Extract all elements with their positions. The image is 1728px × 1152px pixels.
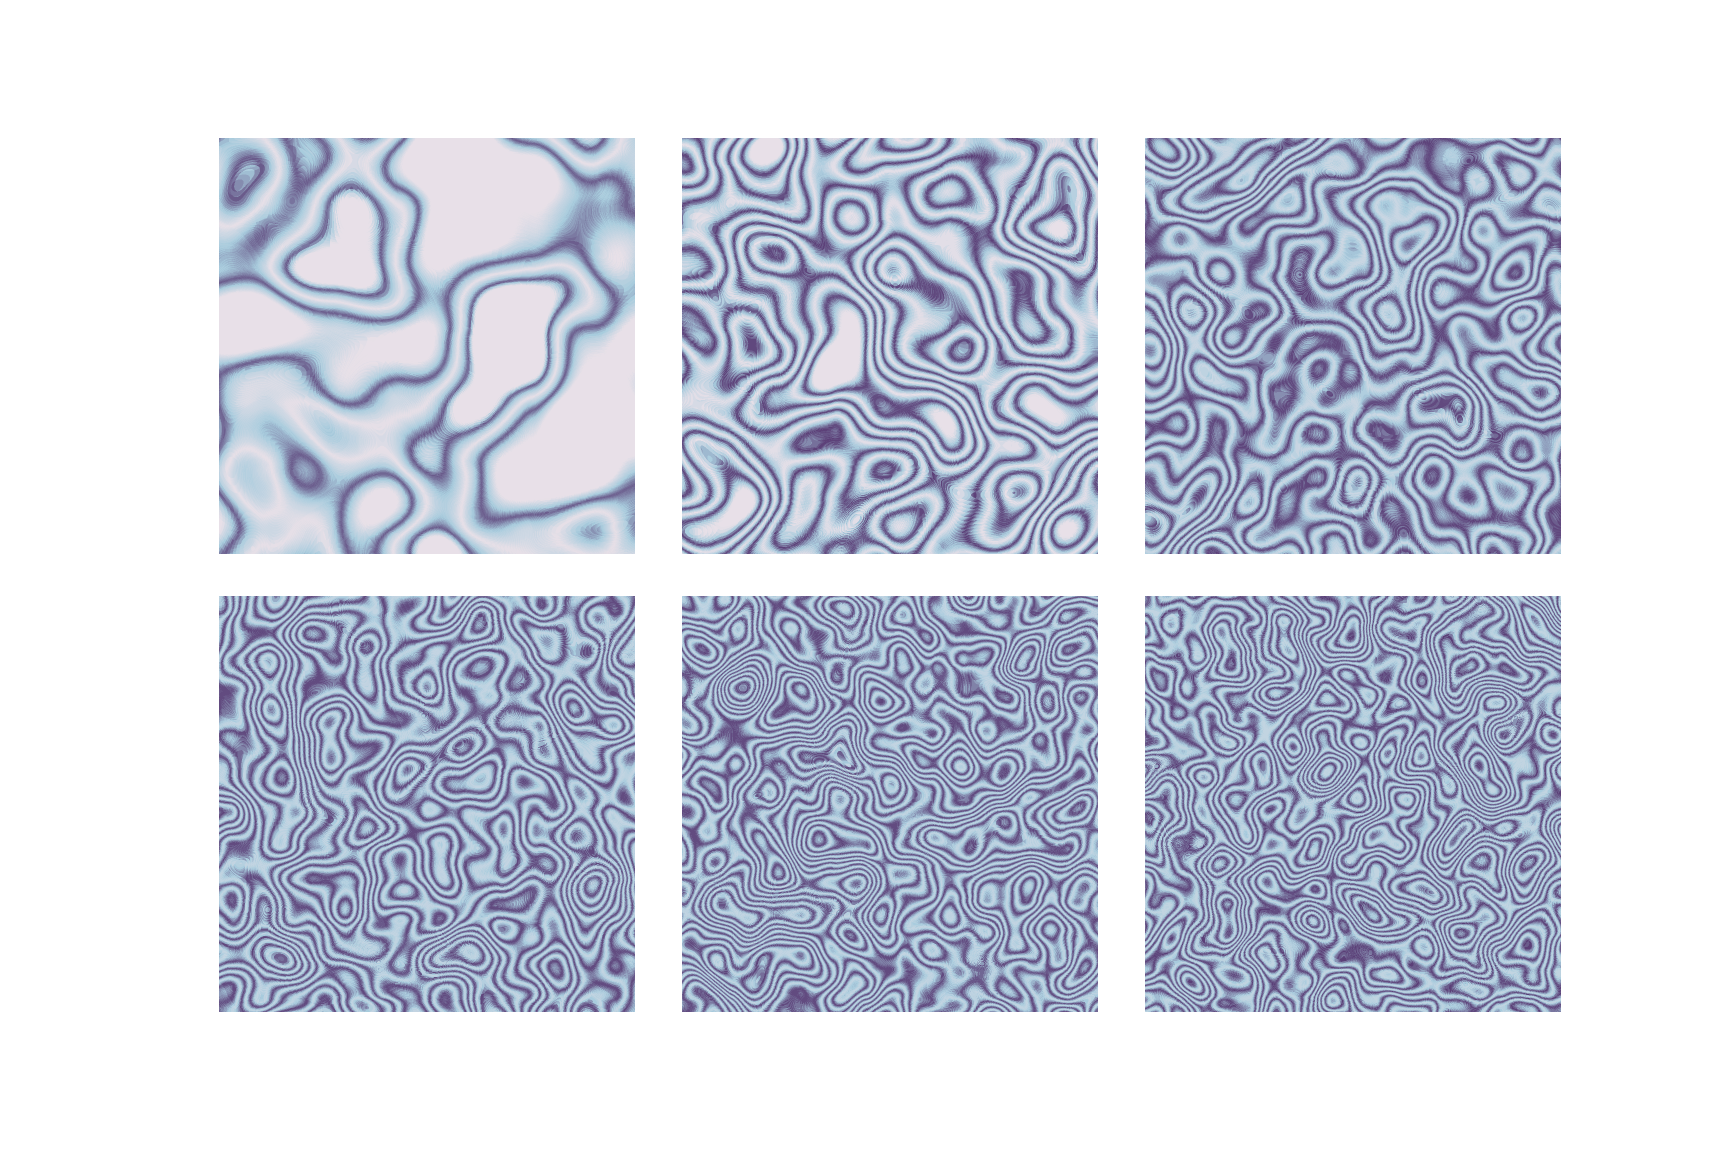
pattern-panel <box>1145 596 1561 1012</box>
pattern-panel <box>1145 138 1561 554</box>
pattern-panel <box>682 138 1098 554</box>
pattern-panel <box>219 596 635 1012</box>
pattern-panel <box>219 138 635 554</box>
pattern-panel <box>682 596 1098 1012</box>
